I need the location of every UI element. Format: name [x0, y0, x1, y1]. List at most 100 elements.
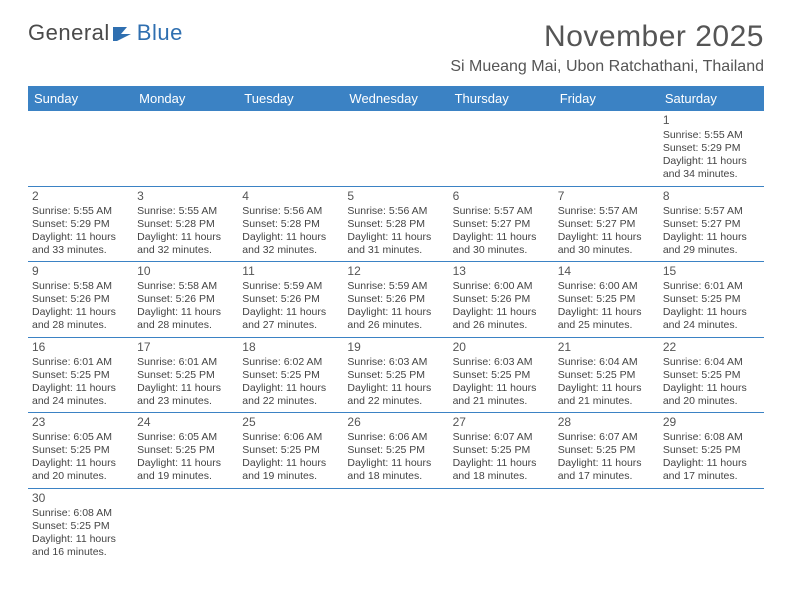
day-number: 1	[663, 113, 760, 128]
sunset-line: Sunset: 5:27 PM	[663, 218, 760, 231]
daylight-line: Daylight: 11 hours and 18 minutes.	[347, 457, 444, 483]
daylight-line: Daylight: 11 hours and 29 minutes.	[663, 231, 760, 257]
dow-cell: Friday	[554, 86, 659, 111]
daylight-line: Daylight: 11 hours and 27 minutes.	[242, 306, 339, 332]
sunrise-line: Sunrise: 6:04 AM	[558, 356, 655, 369]
sunrise-line: Sunrise: 6:06 AM	[242, 431, 339, 444]
daylight-line: Daylight: 11 hours and 33 minutes.	[32, 231, 129, 257]
daylight-line: Daylight: 11 hours and 32 minutes.	[137, 231, 234, 257]
day-cell: 24Sunrise: 6:05 AMSunset: 5:25 PMDayligh…	[133, 413, 238, 488]
sunrise-line: Sunrise: 6:07 AM	[453, 431, 550, 444]
day-cell: 11Sunrise: 5:59 AMSunset: 5:26 PMDayligh…	[238, 262, 343, 337]
dow-cell: Thursday	[449, 86, 554, 111]
day-number: 23	[32, 415, 129, 430]
day-number: 7	[558, 189, 655, 204]
day-number: 6	[453, 189, 550, 204]
sunset-line: Sunset: 5:26 PM	[242, 293, 339, 306]
sunset-line: Sunset: 5:25 PM	[32, 520, 129, 533]
day-cell: 4Sunrise: 5:56 AMSunset: 5:28 PMDaylight…	[238, 187, 343, 262]
sunrise-line: Sunrise: 6:03 AM	[453, 356, 550, 369]
sunset-line: Sunset: 5:25 PM	[32, 369, 129, 382]
sunset-line: Sunset: 5:25 PM	[347, 369, 444, 382]
daylight-line: Daylight: 11 hours and 24 minutes.	[663, 306, 760, 332]
day-cell: 1Sunrise: 5:55 AMSunset: 5:29 PMDaylight…	[659, 111, 764, 186]
logo-text-a: General	[28, 20, 110, 46]
week-row: 9Sunrise: 5:58 AMSunset: 5:26 PMDaylight…	[28, 262, 764, 338]
day-number: 30	[32, 491, 129, 506]
sunset-line: Sunset: 5:25 PM	[347, 444, 444, 457]
day-number: 8	[663, 189, 760, 204]
sunrise-line: Sunrise: 6:08 AM	[663, 431, 760, 444]
daylight-line: Daylight: 11 hours and 30 minutes.	[453, 231, 550, 257]
week-row: 30Sunrise: 6:08 AMSunset: 5:25 PMDayligh…	[28, 489, 764, 564]
daylight-line: Daylight: 11 hours and 20 minutes.	[663, 382, 760, 408]
sunrise-line: Sunrise: 6:01 AM	[663, 280, 760, 293]
sunrise-line: Sunrise: 6:01 AM	[137, 356, 234, 369]
sunset-line: Sunset: 5:29 PM	[663, 142, 760, 155]
day-number: 22	[663, 340, 760, 355]
title-block: November 2025 Si Mueang Mai, Ubon Ratcha…	[450, 20, 764, 76]
week-row: 16Sunrise: 6:01 AMSunset: 5:25 PMDayligh…	[28, 338, 764, 414]
day-cell: 20Sunrise: 6:03 AMSunset: 5:25 PMDayligh…	[449, 338, 554, 413]
sunrise-line: Sunrise: 5:55 AM	[32, 205, 129, 218]
sunrise-line: Sunrise: 6:07 AM	[558, 431, 655, 444]
sunrise-line: Sunrise: 5:57 AM	[453, 205, 550, 218]
daylight-line: Daylight: 11 hours and 34 minutes.	[663, 155, 760, 181]
week-row: 23Sunrise: 6:05 AMSunset: 5:25 PMDayligh…	[28, 413, 764, 489]
day-number: 12	[347, 264, 444, 279]
day-cell: 29Sunrise: 6:08 AMSunset: 5:25 PMDayligh…	[659, 413, 764, 488]
day-cell: 22Sunrise: 6:04 AMSunset: 5:25 PMDayligh…	[659, 338, 764, 413]
dow-cell: Wednesday	[343, 86, 448, 111]
location-subtitle: Si Mueang Mai, Ubon Ratchathani, Thailan…	[450, 58, 764, 76]
dow-cell: Tuesday	[238, 86, 343, 111]
day-number: 20	[453, 340, 550, 355]
day-cell: 18Sunrise: 6:02 AMSunset: 5:25 PMDayligh…	[238, 338, 343, 413]
dow-cell: Sunday	[28, 86, 133, 111]
day-cell: 3Sunrise: 5:55 AMSunset: 5:28 PMDaylight…	[133, 187, 238, 262]
day-cell-empty	[449, 489, 554, 564]
week-row: 1Sunrise: 5:55 AMSunset: 5:29 PMDaylight…	[28, 111, 764, 187]
day-cell: 26Sunrise: 6:06 AMSunset: 5:25 PMDayligh…	[343, 413, 448, 488]
sunrise-line: Sunrise: 6:08 AM	[32, 507, 129, 520]
day-cell: 9Sunrise: 5:58 AMSunset: 5:26 PMDaylight…	[28, 262, 133, 337]
sunset-line: Sunset: 5:25 PM	[558, 444, 655, 457]
daylight-line: Daylight: 11 hours and 22 minutes.	[242, 382, 339, 408]
dow-cell: Monday	[133, 86, 238, 111]
day-cell: 8Sunrise: 5:57 AMSunset: 5:27 PMDaylight…	[659, 187, 764, 262]
day-cell-empty	[659, 489, 764, 564]
day-number: 13	[453, 264, 550, 279]
sunset-line: Sunset: 5:28 PM	[347, 218, 444, 231]
daylight-line: Daylight: 11 hours and 19 minutes.	[137, 457, 234, 483]
day-cell-empty	[449, 111, 554, 186]
sunrise-line: Sunrise: 6:01 AM	[32, 356, 129, 369]
daylight-line: Daylight: 11 hours and 19 minutes.	[242, 457, 339, 483]
day-cell: 17Sunrise: 6:01 AMSunset: 5:25 PMDayligh…	[133, 338, 238, 413]
sunset-line: Sunset: 5:27 PM	[453, 218, 550, 231]
sunset-line: Sunset: 5:25 PM	[242, 444, 339, 457]
daylight-line: Daylight: 11 hours and 22 minutes.	[347, 382, 444, 408]
sunset-line: Sunset: 5:28 PM	[137, 218, 234, 231]
sunset-line: Sunset: 5:25 PM	[558, 293, 655, 306]
daylight-line: Daylight: 11 hours and 32 minutes.	[242, 231, 339, 257]
sunset-line: Sunset: 5:25 PM	[137, 444, 234, 457]
sunrise-line: Sunrise: 6:06 AM	[347, 431, 444, 444]
sunset-line: Sunset: 5:26 PM	[32, 293, 129, 306]
sunrise-line: Sunrise: 6:02 AM	[242, 356, 339, 369]
day-cell: 21Sunrise: 6:04 AMSunset: 5:25 PMDayligh…	[554, 338, 659, 413]
day-number: 16	[32, 340, 129, 355]
day-cell: 7Sunrise: 5:57 AMSunset: 5:27 PMDaylight…	[554, 187, 659, 262]
day-cell: 12Sunrise: 5:59 AMSunset: 5:26 PMDayligh…	[343, 262, 448, 337]
sunrise-line: Sunrise: 6:00 AM	[453, 280, 550, 293]
sunset-line: Sunset: 5:25 PM	[663, 293, 760, 306]
calendar: SundayMondayTuesdayWednesdayThursdayFrid…	[28, 86, 764, 563]
day-cell: 23Sunrise: 6:05 AMSunset: 5:25 PMDayligh…	[28, 413, 133, 488]
day-number: 11	[242, 264, 339, 279]
day-cell: 14Sunrise: 6:00 AMSunset: 5:25 PMDayligh…	[554, 262, 659, 337]
day-number: 26	[347, 415, 444, 430]
day-cell: 19Sunrise: 6:03 AMSunset: 5:25 PMDayligh…	[343, 338, 448, 413]
day-number: 15	[663, 264, 760, 279]
sunrise-line: Sunrise: 5:59 AM	[347, 280, 444, 293]
daylight-line: Daylight: 11 hours and 23 minutes.	[137, 382, 234, 408]
day-number: 9	[32, 264, 129, 279]
day-of-week-header: SundayMondayTuesdayWednesdayThursdayFrid…	[28, 86, 764, 111]
